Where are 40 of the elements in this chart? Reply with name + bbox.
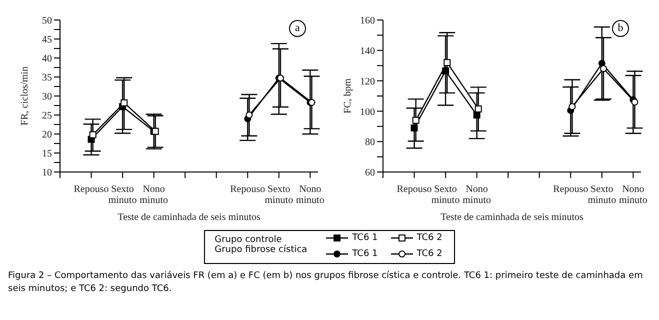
x-tick-label: Nono minuto bbox=[140, 184, 168, 206]
y-tick-label: 45 bbox=[42, 34, 52, 46]
y-tick-label: 100 bbox=[360, 106, 375, 118]
text: Figura 2 – Comportamento das variáveis FR (em a) e FC (em b) nos grupos fibrose cística e controle. TC6 1: primeiro teste de caminhada em seis minutos; e TC6 2: segundo TC6. bbox=[8, 270, 644, 296]
x-tick-label: Sexto minuto bbox=[431, 184, 460, 206]
text: Grupo controle bbox=[214, 234, 282, 245]
y-tick-label: 10 bbox=[42, 168, 52, 179]
x-tick-label: Nono minuto bbox=[462, 184, 491, 206]
annotation: b bbox=[612, 20, 629, 37]
y-tick-label: 140 bbox=[360, 46, 375, 57]
y-tick-label: 60 bbox=[365, 168, 375, 179]
x-tick-label: Sexto minuto bbox=[588, 184, 616, 206]
x-tick-label: Nono minuto bbox=[619, 184, 648, 206]
text: Grupo fibrose cística bbox=[214, 245, 308, 257]
x-tick-label: Repouso bbox=[230, 184, 266, 195]
y-tick-label: 35 bbox=[42, 72, 52, 84]
y-tick-label: 50 bbox=[42, 16, 52, 27]
y-tick-label: 20 bbox=[42, 130, 52, 141]
y-tick-label: 80 bbox=[365, 137, 375, 148]
x-axis-title: Teste de caminhada de seis minutos bbox=[440, 212, 584, 223]
y-tick-label: 30 bbox=[42, 92, 52, 103]
x-tick-label: Repouso bbox=[396, 184, 432, 195]
legend-label: TC6 2 bbox=[416, 232, 444, 245]
y-tick-label: 15 bbox=[42, 148, 52, 160]
x-tick-label: Sexto minuto bbox=[108, 184, 137, 206]
annotation: a bbox=[289, 20, 306, 37]
y-tick-label: 25 bbox=[42, 110, 52, 122]
y-axis-title: FR, ciclos/min bbox=[20, 66, 31, 126]
x-tick-label: Repouso bbox=[74, 184, 109, 195]
x-tick-label: Sexto minuto bbox=[264, 184, 294, 206]
x-tick-label: Repouso bbox=[553, 184, 588, 195]
legend-label: TC6 1 bbox=[351, 232, 379, 245]
legend-label: TC6 2 bbox=[416, 248, 444, 261]
x-axis-title: Teste de caminhada de seis minutos bbox=[118, 212, 261, 223]
legend-label: TC6 1 bbox=[351, 248, 379, 261]
y-tick-label: 120 bbox=[360, 76, 375, 88]
x-tick-label: Nono minuto bbox=[296, 184, 324, 206]
y-tick-label: 160 bbox=[360, 16, 375, 27]
y-tick-label: 40 bbox=[42, 54, 52, 65]
y-axis-title: FC, bpm bbox=[342, 78, 354, 114]
